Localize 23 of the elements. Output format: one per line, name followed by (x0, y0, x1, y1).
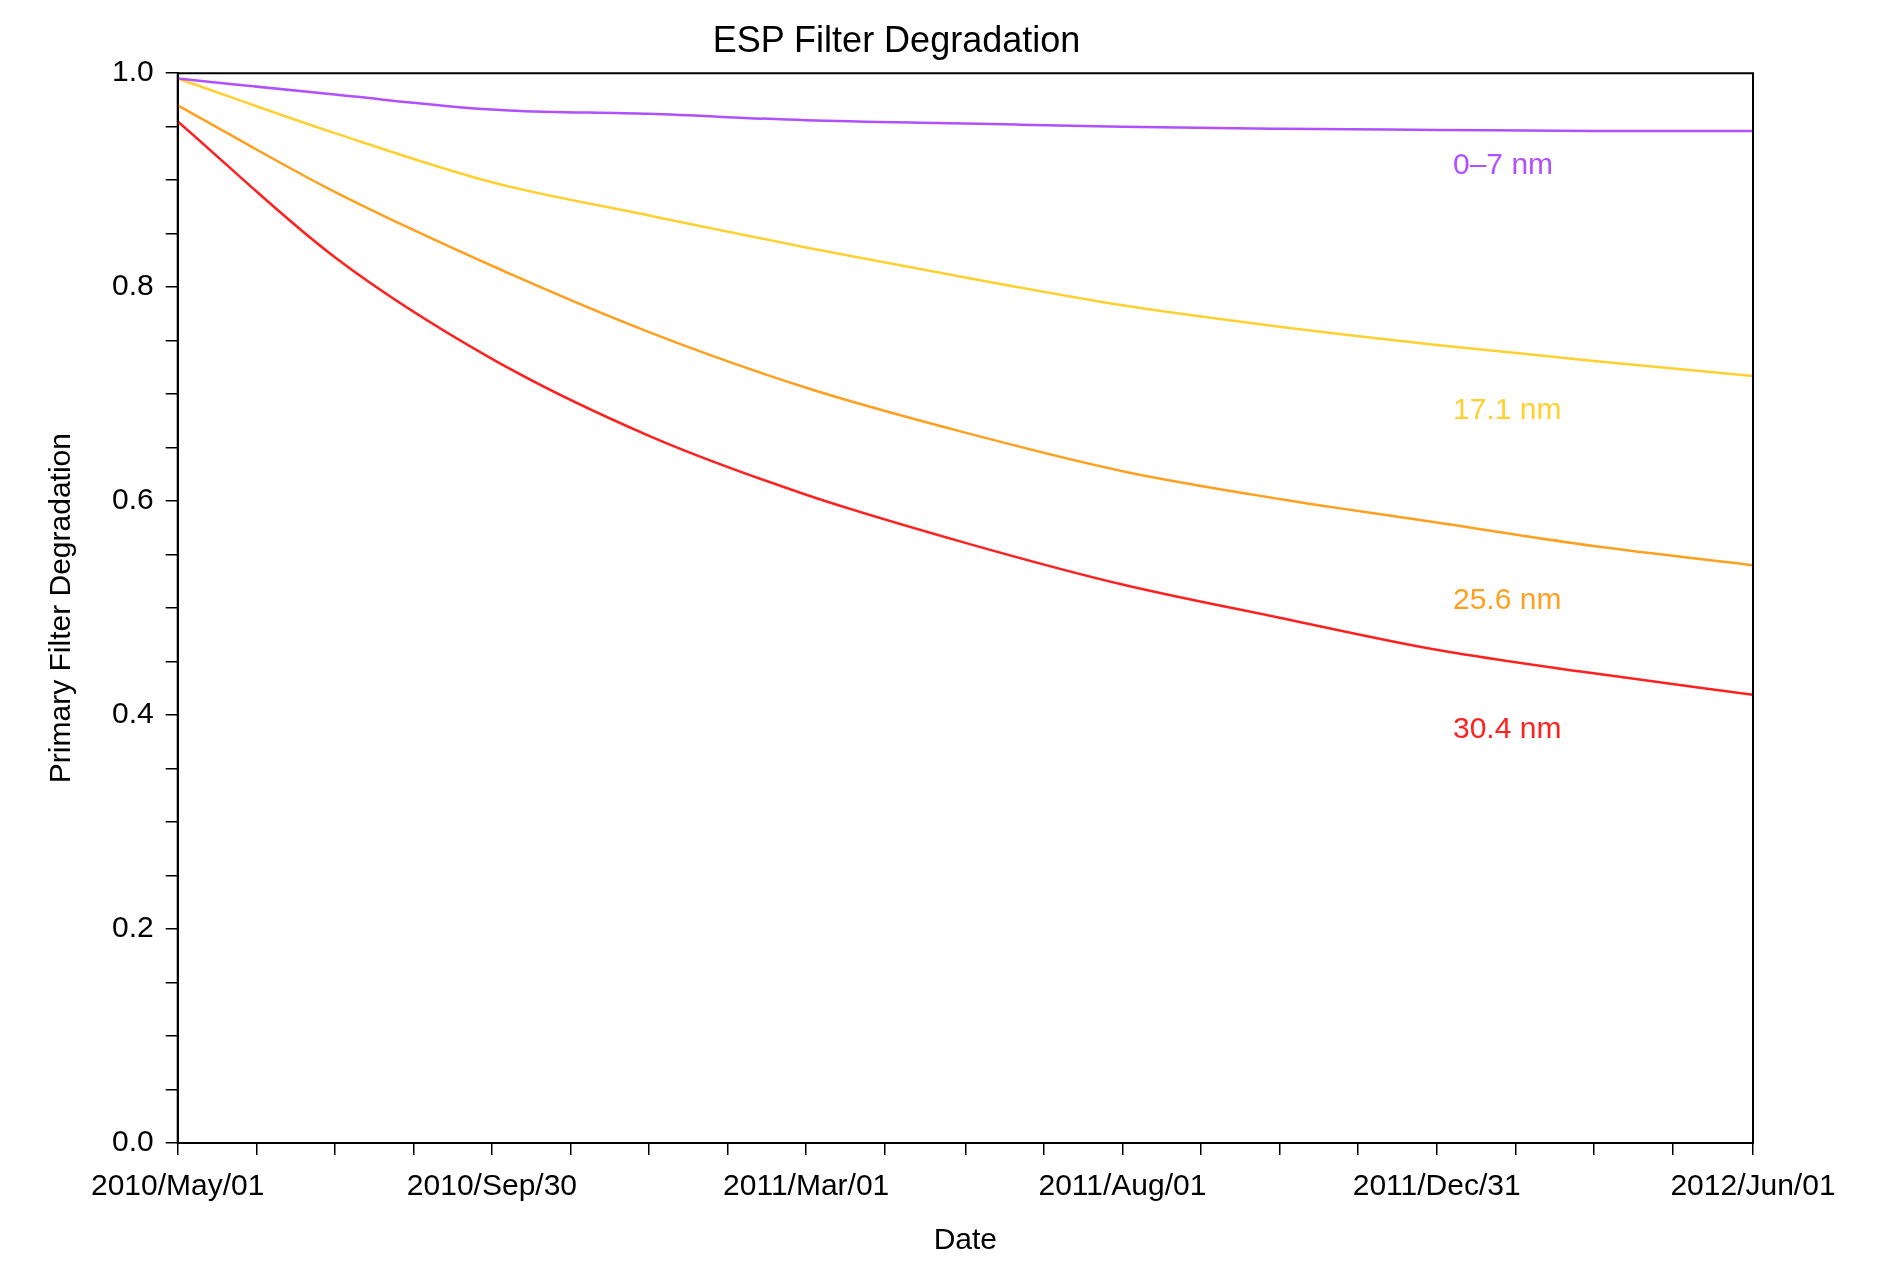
y-tick-label: 0.8 (111, 268, 154, 302)
line-series (177, 77, 1753, 133)
line-series (177, 104, 1753, 567)
series-label: 25.6 nm (1453, 581, 1562, 615)
y-tick-label: 0.4 (111, 696, 154, 730)
line-series (177, 120, 1753, 696)
series-label: 30.4 nm (1453, 711, 1562, 745)
series-label: 17.1 nm (1453, 392, 1562, 426)
x-tick-label: 2010/Sep/30 (406, 1168, 578, 1202)
series-label: 0–7 nm (1453, 147, 1554, 181)
y-axis-title: Primary Filter Degradation (43, 433, 77, 784)
x-tick-label: 2011/Aug/01 (1038, 1168, 1207, 1202)
x-tick-label: 2011/Dec/31 (1352, 1168, 1521, 1202)
x-tick-label: 2012/Jun/01 (1670, 1168, 1836, 1202)
line-series (177, 77, 1753, 378)
y-tick-label: 1.0 (111, 54, 154, 88)
x-tick-label: 2011/Mar/01 (723, 1168, 890, 1202)
y-tick-label: 0.2 (111, 910, 154, 944)
y-tick-label: 0.0 (111, 1124, 154, 1158)
x-tick-label: 2010/May/01 (90, 1168, 265, 1202)
chart-title: ESP Filter Degradation (712, 18, 1081, 60)
y-tick-label: 0.6 (111, 482, 154, 516)
x-axis-title: Date (933, 1222, 998, 1256)
